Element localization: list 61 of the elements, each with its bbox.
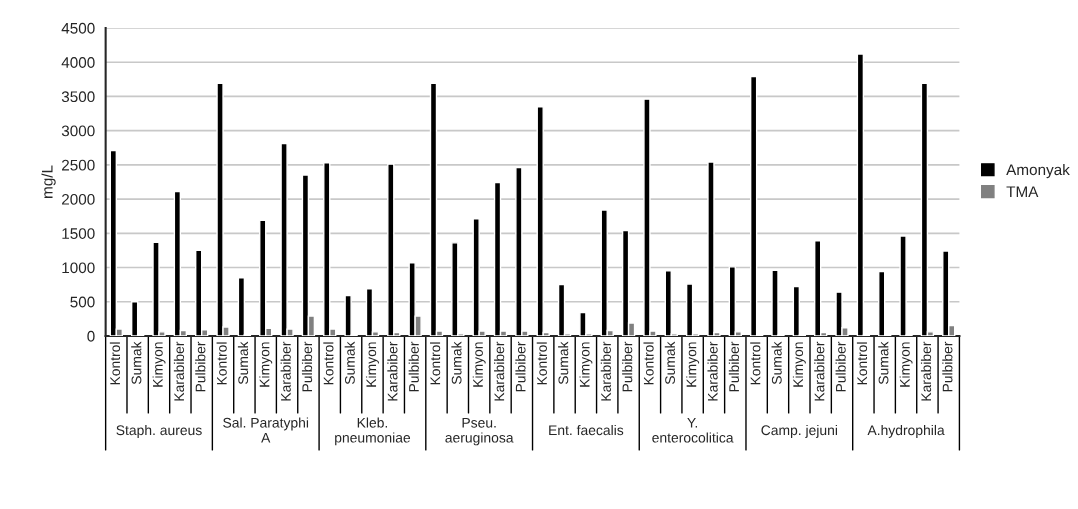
x-tick-label: Kontrol [643, 342, 654, 385]
y-tick-label: 0 [87, 330, 95, 342]
x-tick-label: Sumak [664, 341, 675, 385]
legend-label: Amonyak [1006, 163, 1070, 179]
x-tick-label: Pulbiber [408, 341, 419, 392]
text: Y. enterocolitica [652, 417, 734, 443]
x-tick-label: Karabiber [280, 341, 291, 401]
x-tick-label: Pulbiber [195, 341, 206, 392]
x-tick-label: Sumak [771, 341, 782, 385]
x-tick-label: Kimyon [365, 342, 379, 387]
x-tick-label: Kontrol [750, 342, 761, 385]
x-tick-label: Pulbiber [835, 341, 846, 392]
x-tick-label: Sumak [558, 341, 569, 385]
x-tick-label: Kontrol [216, 342, 227, 385]
y-tick-label: 2000 [62, 193, 95, 205]
y-tick-label: 2500 [62, 159, 95, 171]
x-tick-label: Sumak [878, 341, 889, 385]
x-tick-label: Kimyon [579, 342, 593, 387]
x-tick-label: Sumak [451, 341, 462, 385]
x-tick-label: Pulbiber [301, 341, 313, 392]
text: Staph. aureus [116, 424, 202, 438]
x-tick-label: Kimyon [899, 342, 913, 387]
text: Camp. jejuni [761, 424, 837, 438]
y-tick-label: 4500 [61, 22, 95, 34]
x-tick-label: Pulbiber [622, 341, 633, 392]
x-tick-label: Karabiber [173, 341, 185, 401]
x-tick-label: Karabiber [494, 341, 505, 401]
x-tick-label: Karabiber [814, 341, 825, 401]
x-tick-label: Kimyon [686, 342, 700, 387]
x-tick-label: Kontrol [323, 342, 334, 385]
y-axis-title: mg/L [41, 165, 56, 198]
legend-label: TMA [1006, 186, 1039, 197]
x-tick-label: Kimyon [259, 342, 273, 387]
x-tick-label: Kimyon [472, 342, 486, 387]
text: Sal. Paratyphi A [223, 417, 309, 443]
text: Ent. faecalis [549, 424, 624, 436]
x-tick-label: Kimyon [792, 342, 806, 387]
x-tick-label: Kontrol [430, 342, 441, 385]
x-tick-label: Kontrol [536, 342, 547, 385]
x-tick-label: Kimyon [152, 342, 166, 387]
text: Pseu. aeruginosa [445, 417, 514, 446]
x-tick-label: Karabiber [920, 341, 932, 401]
x-tick-label: Pulbiber [942, 341, 953, 392]
x-tick-label: Kontrol [856, 342, 868, 385]
x-tick-label: Kontrol [109, 342, 121, 385]
x-tick-label: Pulbiber [728, 341, 740, 392]
text: A.hydrophila [867, 424, 945, 438]
y-tick-label: 3000 [61, 125, 95, 137]
x-tick-label: Sumak [344, 341, 355, 385]
y-tick-label: 1500 [62, 228, 95, 239]
y-tick-label: 3500 [61, 91, 95, 103]
x-tick-label: Sumak [237, 341, 249, 385]
x-tick-label: Karabiber [600, 341, 611, 401]
x-tick-label: Sumak [131, 341, 142, 385]
x-tick-label: Karabiber [707, 341, 718, 401]
text: Kleb. pneumoniae [335, 417, 411, 446]
y-tick-label: 4000 [61, 57, 95, 68]
y-tick-label: 1000 [62, 262, 95, 274]
y-tick-label: 500 [70, 296, 95, 308]
x-tick-label: Karabiber [387, 341, 398, 401]
x-tick-label: Pulbiber [515, 341, 526, 392]
